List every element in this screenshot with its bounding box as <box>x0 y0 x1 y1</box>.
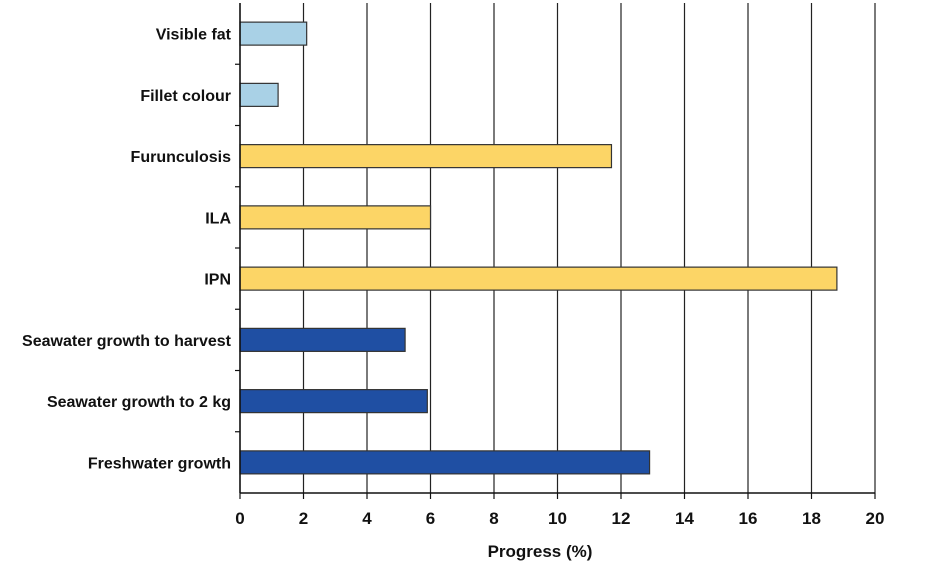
x-tick-label: 4 <box>362 509 372 528</box>
category-labels: Visible fat Fillet colour Furunculosis ILA I… <box>22 27 232 473</box>
category-label: Visible fat <box>156 27 232 44</box>
x-tick-label: 10 <box>548 509 567 528</box>
x-tick-label: 2 <box>299 509 308 528</box>
bar <box>239 205 432 230</box>
bar <box>239 21 308 46</box>
x-tick-label: 18 <box>802 509 821 528</box>
x-tick-label: 12 <box>612 509 631 528</box>
bar <box>239 266 838 291</box>
category-label: Fillet colour <box>140 88 231 105</box>
x-tick-label: 8 <box>489 509 498 528</box>
x-tick-label: 16 <box>739 509 758 528</box>
category-label: Seawater growth to harvest <box>22 333 232 350</box>
bar <box>239 450 651 475</box>
bar <box>239 327 406 352</box>
bar <box>239 82 279 107</box>
category-label: Freshwater growth <box>88 455 231 472</box>
category-label: IPN <box>204 272 231 289</box>
grid <box>302 3 876 493</box>
bar <box>239 389 428 414</box>
x-tick-label: 20 <box>866 509 885 528</box>
x-axis-label: Progress (%) <box>488 542 593 561</box>
x-tick-label: 0 <box>235 509 244 528</box>
bar <box>239 144 613 169</box>
axes <box>235 3 876 499</box>
category-label: ILA <box>205 210 231 227</box>
category-label: Seawater growth to 2 kg <box>47 394 231 411</box>
x-tick-labels: 0 2 4 6 8 10 12 14 16 18 20 <box>235 509 884 528</box>
category-label: Furunculosis <box>131 149 232 166</box>
x-tick-label: 6 <box>426 509 435 528</box>
bars <box>239 21 838 475</box>
x-tick-label: 14 <box>675 509 694 528</box>
